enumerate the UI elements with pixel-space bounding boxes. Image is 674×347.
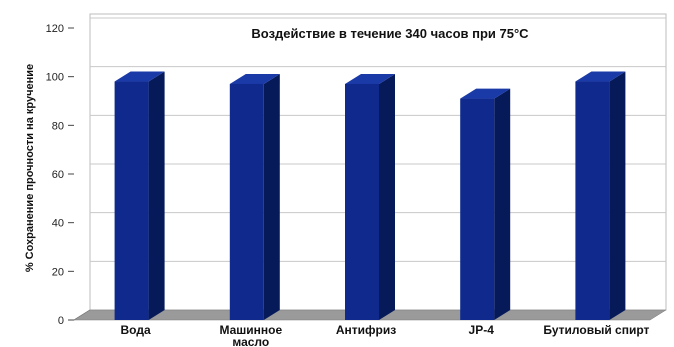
- bar-front: [460, 98, 495, 320]
- y-tick-label: 40: [52, 218, 64, 230]
- bar-front: [575, 81, 610, 321]
- y-tick-label: 120: [46, 23, 64, 35]
- x-category-label: Машинное масло: [219, 323, 282, 347]
- x-category-label: Антифриз: [336, 323, 396, 337]
- bar-side: [609, 71, 626, 321]
- x-category-label: JP-4: [469, 323, 495, 337]
- y-tick-label: 80: [52, 120, 64, 132]
- bar-top: [575, 71, 626, 82]
- bar-top: [114, 71, 165, 82]
- chart-title: Воздействие в течение 340 часов при 75°С: [251, 26, 529, 41]
- bar-top: [460, 88, 511, 99]
- bar: [575, 71, 626, 321]
- bar-top: [345, 73, 395, 84]
- y-tick-label: 0: [58, 315, 64, 327]
- bar: [345, 73, 395, 320]
- y-tick-label: 100: [46, 72, 64, 84]
- bar: [114, 71, 165, 321]
- bar-side: [148, 71, 165, 321]
- y-tick-label: 20: [52, 266, 64, 278]
- y-axis-label: % Сохранение прочности на кручение: [24, 64, 36, 272]
- bar: [229, 73, 280, 320]
- bar-side: [263, 73, 280, 320]
- x-category-label: Вода: [121, 323, 151, 337]
- bar: [460, 88, 511, 320]
- bar-front: [114, 81, 149, 321]
- bar-top: [229, 73, 280, 84]
- y-tick-label: 60: [52, 169, 64, 181]
- bar-side: [494, 88, 511, 320]
- bar-front: [345, 83, 379, 320]
- x-category-label: Бутиловый спирт: [543, 323, 649, 337]
- bar-front: [229, 83, 264, 320]
- bar-side: [379, 73, 395, 320]
